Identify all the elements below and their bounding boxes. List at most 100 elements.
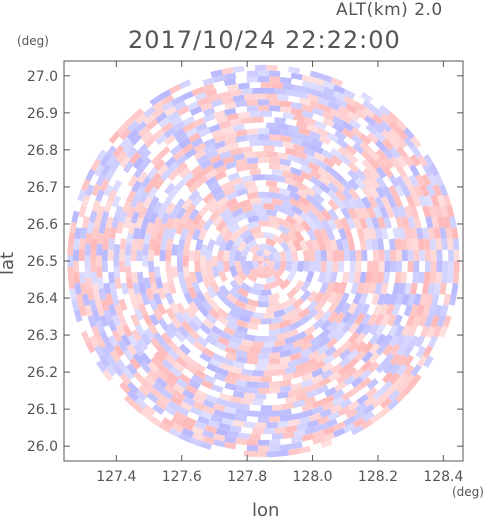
field-cell — [368, 322, 380, 336]
field-cell — [257, 416, 270, 423]
field-cell — [156, 345, 169, 358]
field-cell — [260, 110, 273, 117]
field-cell — [266, 180, 278, 188]
field-cell — [188, 379, 201, 390]
field-cell — [394, 238, 402, 251]
field-cell — [379, 397, 393, 409]
field-cell — [367, 195, 378, 209]
field-cell — [111, 314, 122, 327]
field-cell — [136, 143, 149, 156]
field-cell — [389, 156, 401, 169]
field-cell — [246, 134, 259, 141]
field-cell — [341, 271, 350, 284]
field-cell — [123, 216, 132, 229]
field-cell — [234, 212, 247, 223]
field-cell — [441, 272, 448, 284]
field-cell — [107, 249, 114, 261]
field-cell — [316, 166, 330, 178]
field-cell — [342, 422, 356, 434]
field-cell — [380, 282, 389, 295]
field-cell — [216, 196, 229, 207]
field-cell — [140, 409, 153, 421]
field-cell — [319, 103, 333, 114]
field-cell — [391, 205, 401, 219]
field-cell — [425, 216, 434, 229]
field-cell — [402, 174, 413, 188]
field-cell — [205, 197, 218, 209]
field-cell — [178, 166, 191, 179]
field-cell — [383, 293, 393, 306]
field-cell — [179, 227, 189, 241]
y-tick-label: 26.0 — [27, 439, 58, 455]
field-cell — [394, 184, 405, 198]
field-cell — [266, 305, 278, 313]
field-cell — [255, 151, 267, 158]
field-cell — [177, 325, 190, 338]
field-cell — [158, 89, 172, 100]
field-cell — [350, 383, 364, 396]
field-cell — [260, 197, 273, 204]
field-cell — [118, 210, 128, 224]
field-cell — [359, 369, 372, 381]
field-cell — [335, 98, 349, 109]
field-cell — [120, 282, 129, 295]
field-cell — [67, 232, 75, 245]
field-cell — [229, 279, 241, 292]
field-cell — [199, 159, 212, 170]
field-cell — [237, 224, 250, 235]
field-cell — [179, 281, 189, 295]
field-cell — [376, 271, 385, 284]
field-cell — [428, 205, 437, 218]
field-cell — [437, 215, 446, 229]
field-cell — [308, 381, 322, 392]
field-cell — [327, 218, 338, 231]
field-cell — [134, 200, 144, 214]
field-cell — [391, 303, 401, 317]
field-cell — [103, 282, 112, 295]
field-cell — [382, 271, 391, 284]
field-cell — [204, 335, 218, 346]
field-cell — [322, 117, 335, 128]
field-cell — [353, 206, 365, 220]
field-cell — [388, 381, 401, 394]
field-cell — [235, 379, 248, 387]
field-cell — [412, 194, 422, 208]
field-cell — [409, 303, 419, 317]
field-cell — [337, 249, 345, 261]
field-cell — [109, 159, 121, 173]
field-cell — [265, 275, 277, 284]
field-cell — [263, 370, 275, 377]
field-cell — [311, 238, 321, 251]
field-cell — [214, 164, 228, 175]
field-cell — [292, 239, 303, 252]
field-cell — [268, 157, 281, 165]
field-cell — [216, 397, 229, 407]
x-ticks: 127.4 127.6 127.8 128.0 128.2 128.4 — [96, 61, 464, 485]
field-cell — [149, 416, 162, 428]
field-cell — [438, 325, 449, 339]
field-cell — [208, 202, 221, 214]
field-cell — [410, 364, 422, 377]
field-cell — [249, 287, 262, 296]
field-cell — [332, 261, 339, 273]
field-cell — [257, 191, 270, 198]
field-cell — [268, 328, 281, 336]
field-cell — [230, 177, 243, 187]
field-cell — [220, 330, 233, 342]
field-cell — [334, 197, 346, 211]
field-cell — [337, 261, 345, 273]
field-cell — [198, 305, 210, 318]
field-cell — [347, 400, 360, 411]
field-cell — [150, 227, 159, 240]
field-cell — [423, 355, 434, 368]
field-cell — [395, 216, 404, 229]
field-cell — [358, 217, 368, 230]
field-cell — [158, 146, 171, 158]
field-cell — [173, 121, 186, 132]
field-cell — [273, 269, 284, 281]
field-cell — [183, 217, 194, 231]
field-cell — [149, 94, 162, 106]
field-cell — [446, 238, 454, 251]
field-cell — [166, 271, 174, 284]
field-cell — [269, 439, 281, 446]
